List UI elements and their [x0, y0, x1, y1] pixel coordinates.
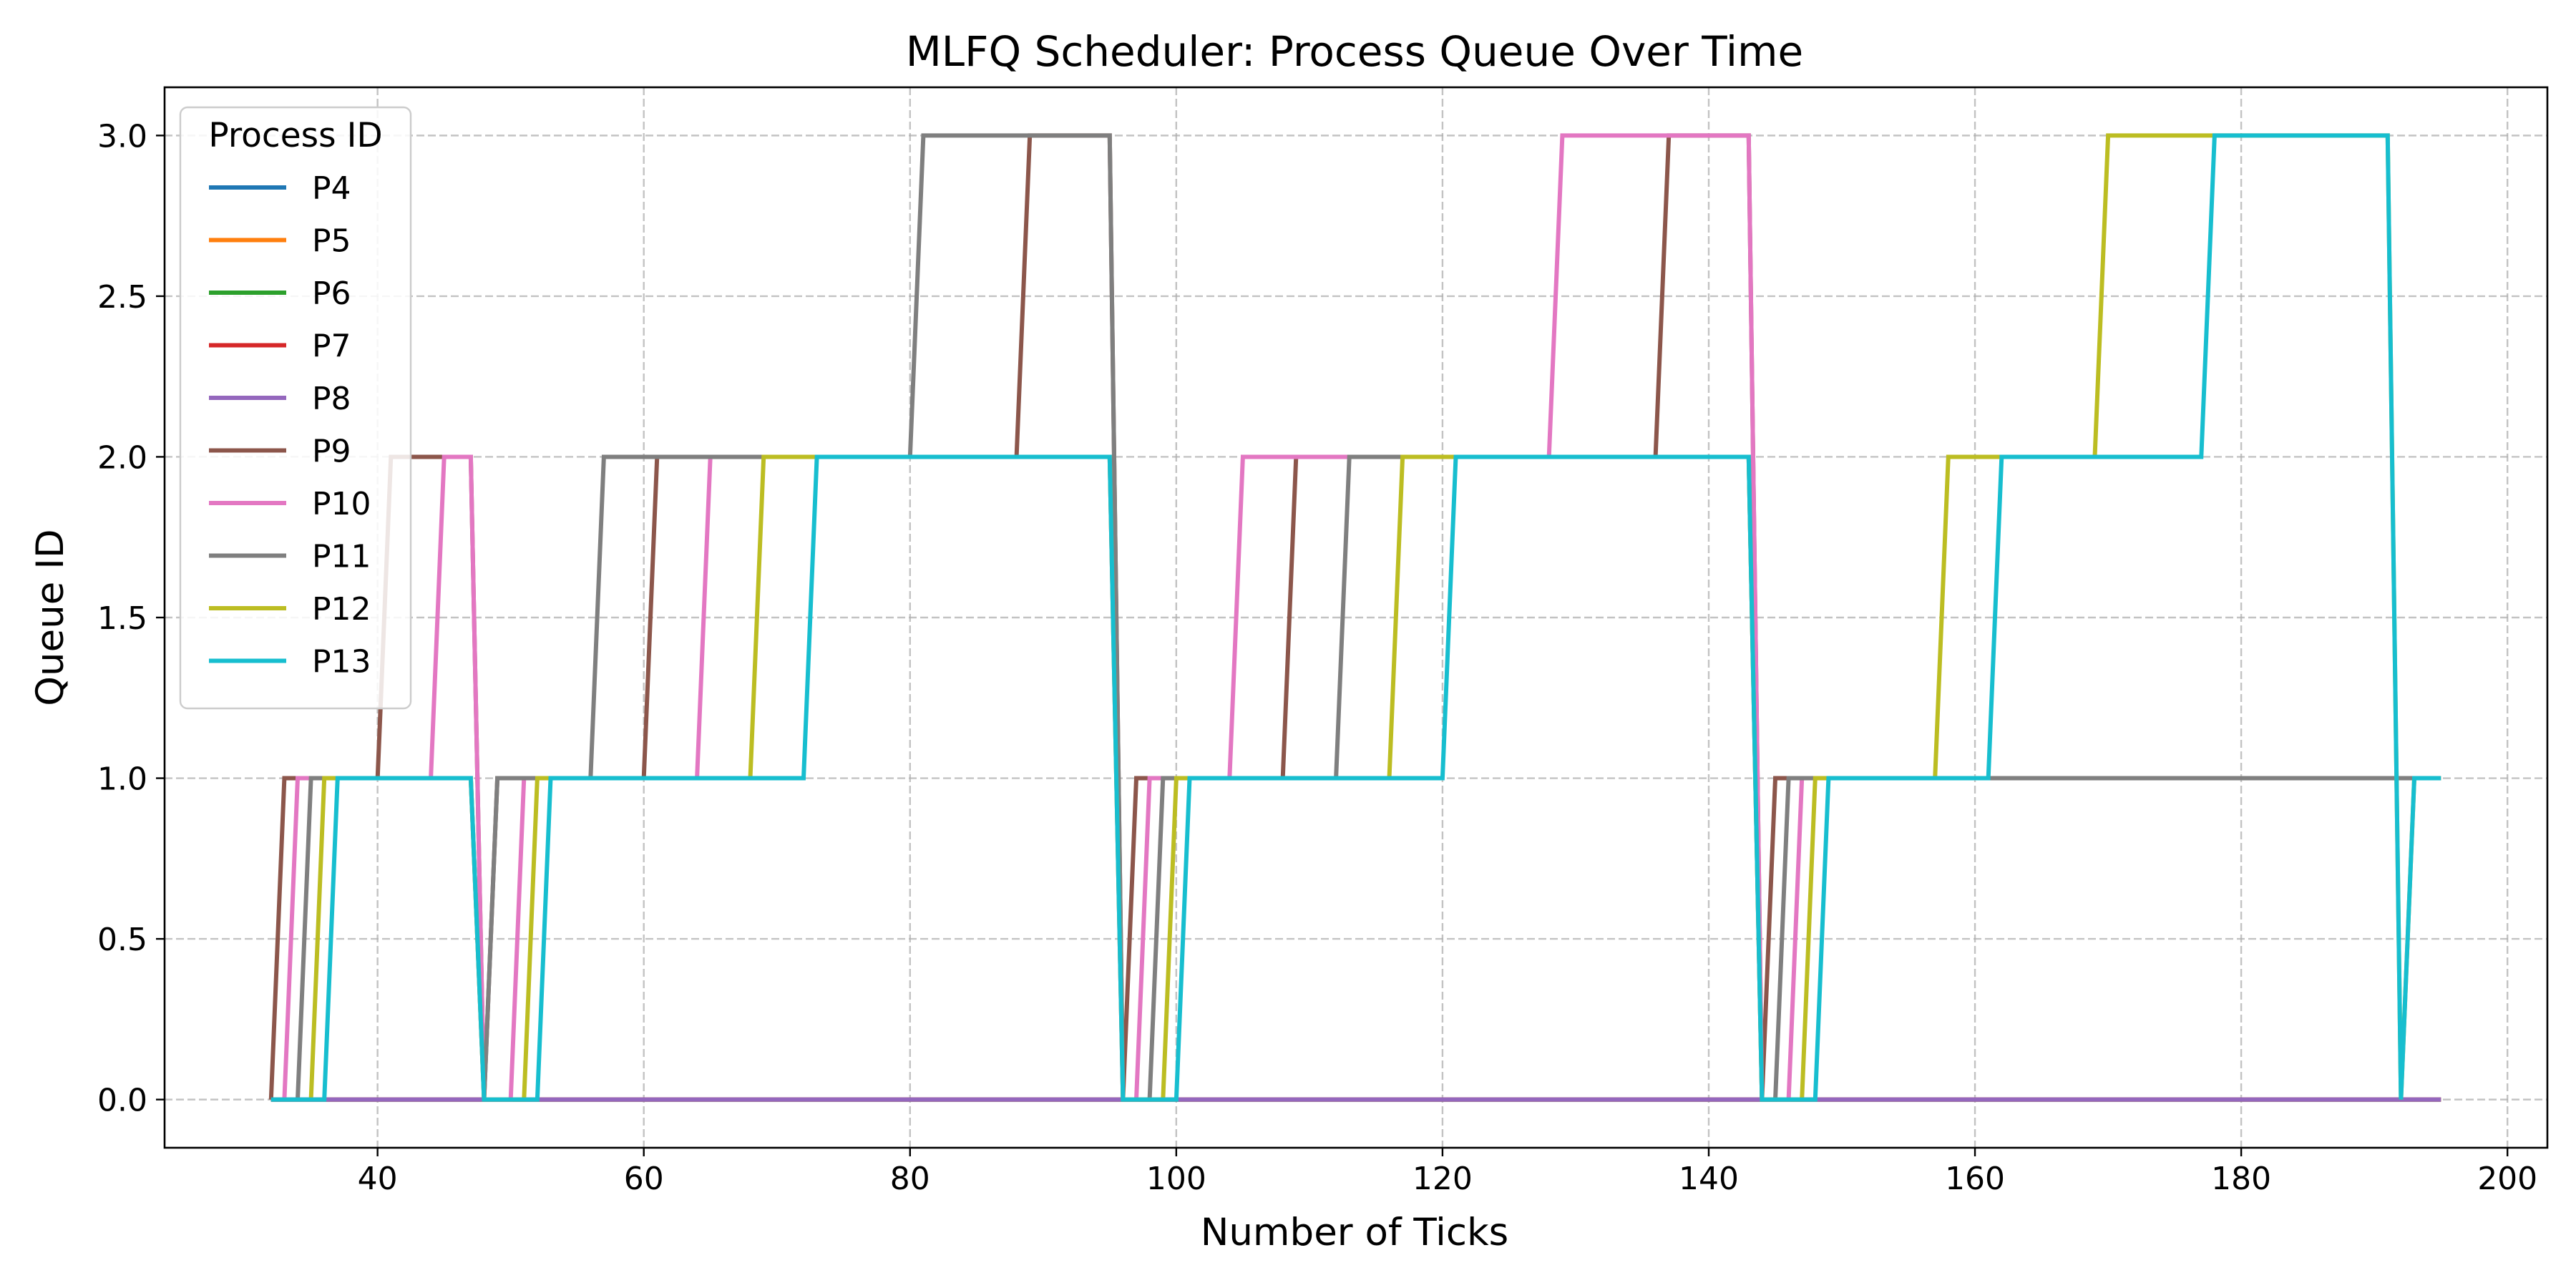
chart-title: MLFQ Scheduler: Process Queue Over Time — [906, 27, 1803, 76]
legend-item-p6: P6 — [209, 275, 351, 312]
legend-item-p7: P7 — [209, 328, 351, 365]
plot-lines — [268, 133, 2441, 1102]
legend-label: P7 — [312, 328, 351, 365]
y-tick-label: 0.5 — [97, 922, 147, 958]
legend-label: P5 — [312, 223, 351, 260]
x-tick-label: 100 — [1146, 1161, 1206, 1197]
y-tick-label: 3.0 — [97, 118, 147, 155]
y-axis-label: Queue ID — [29, 529, 72, 706]
x-tick-label: 180 — [2211, 1161, 2271, 1197]
legend-entries: P4 P5 P6 P7 P8 P9 P10 P11 P12 P13 — [209, 170, 371, 680]
axis-ticks: 40 60 80 100 120 140 160 180 200 0.0 0.5 1.0 1.5 2.0 2… — [97, 118, 2537, 1197]
legend-item-p9: P9 — [209, 434, 351, 470]
legend-item-p8: P8 — [209, 381, 351, 417]
legend-item-p10: P10 — [209, 486, 371, 522]
x-tick-label: 40 — [358, 1161, 398, 1197]
x-tick-label: 80 — [890, 1161, 930, 1197]
legend-title: Process ID — [208, 116, 382, 155]
legend: Process ID P4 P5 P6 P7 P8 P9 P10 P11 P12 P13 — [179, 106, 412, 710]
legend-box — [179, 106, 412, 710]
legend-item-p4: P4 — [209, 170, 351, 207]
legend-label: P6 — [312, 275, 351, 312]
legend-label: P10 — [312, 486, 371, 522]
x-tick-label: 120 — [1413, 1161, 1473, 1197]
x-tick-label: 160 — [1945, 1161, 2005, 1197]
legend-label: P13 — [312, 644, 371, 680]
legend-label: P4 — [312, 170, 351, 207]
legend-item-p12: P12 — [209, 591, 371, 628]
series-line-p13 — [270, 133, 2441, 1102]
x-tick-label: 60 — [624, 1161, 664, 1197]
y-tick-label: 2.0 — [97, 439, 147, 476]
y-tick-label: 0.0 — [97, 1083, 147, 1119]
y-tick-label: 1.5 — [97, 600, 147, 637]
y-tick-label: 1.0 — [97, 761, 147, 798]
x-tick-label: 200 — [2477, 1161, 2537, 1197]
series-line-p12 — [308, 133, 2441, 1102]
x-axis-label: Number of Ticks — [1201, 1211, 1509, 1254]
legend-label: P8 — [312, 381, 351, 417]
legend-label: P11 — [312, 539, 371, 575]
legend-label: P9 — [312, 434, 351, 470]
legend-item-p13: P13 — [209, 644, 371, 680]
legend-label: P12 — [312, 591, 371, 628]
y-tick-label: 2.5 — [97, 279, 147, 316]
legend-item-p5: P5 — [209, 223, 351, 260]
legend-item-p11: P11 — [209, 539, 371, 575]
x-tick-label: 140 — [1679, 1161, 1739, 1197]
